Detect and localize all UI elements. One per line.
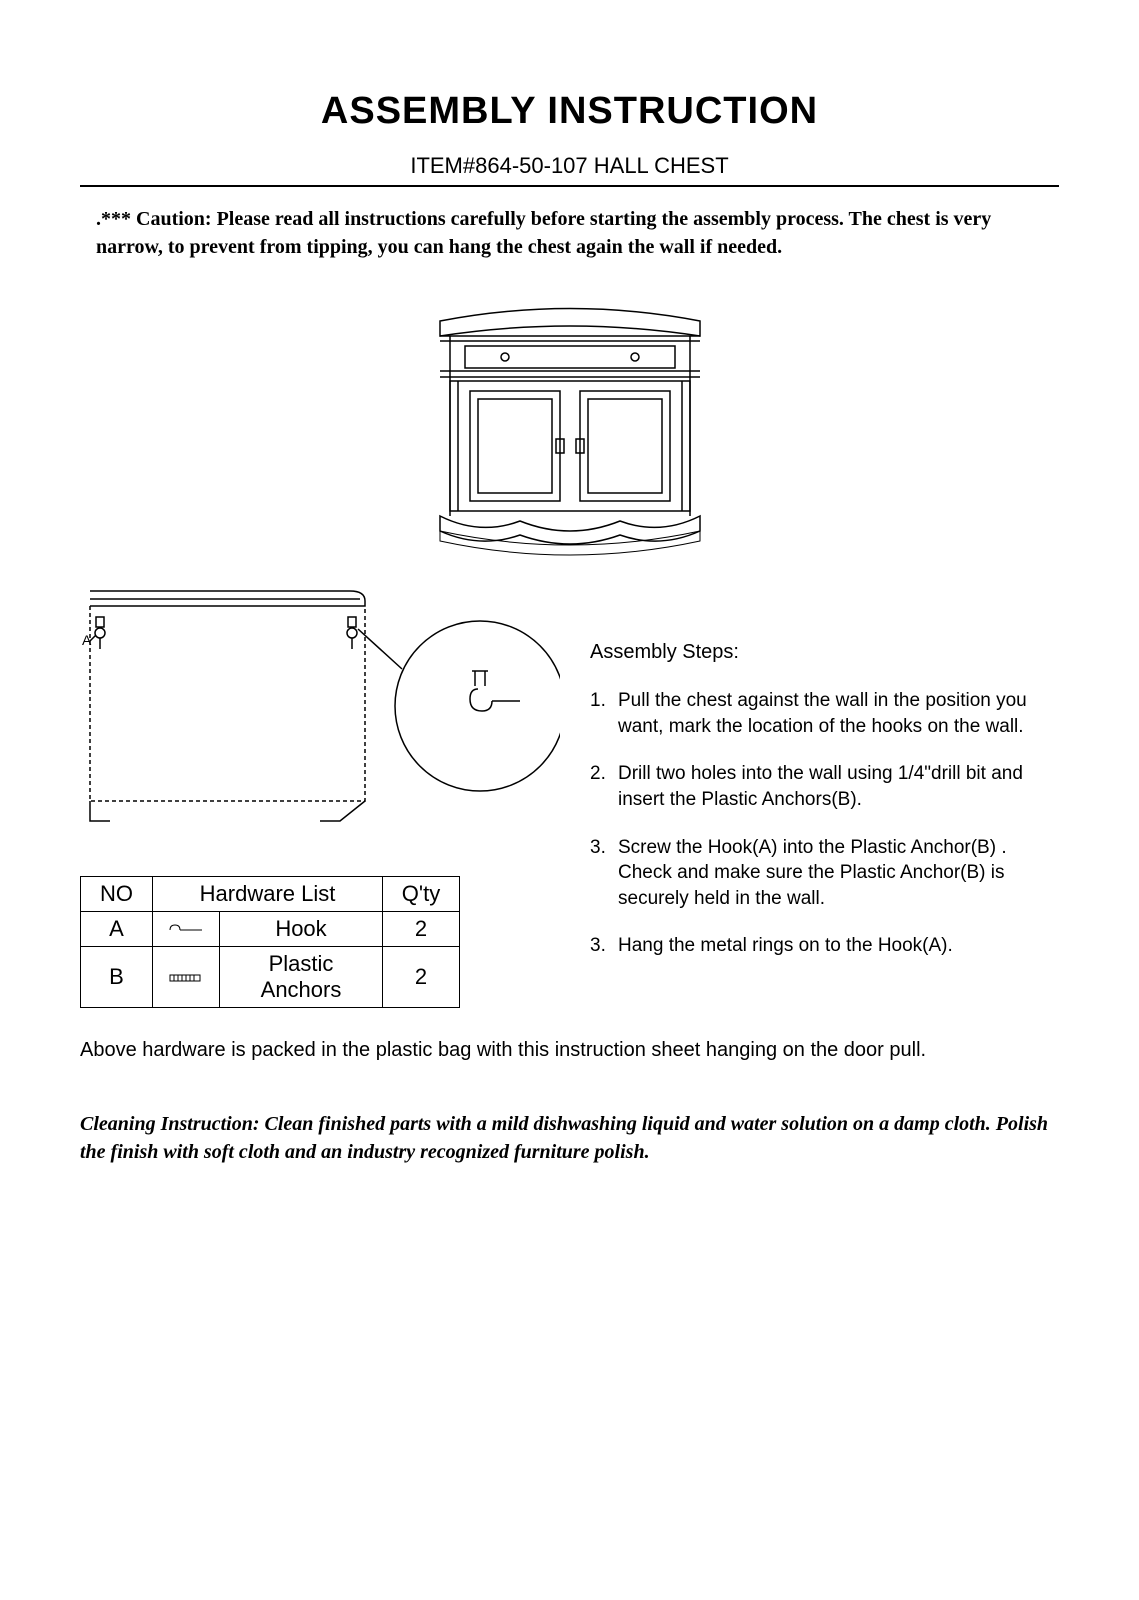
cell-name: Hook [220, 912, 383, 947]
col-no: NO [81, 877, 153, 912]
caution-text: .*** Caution: Please read all instructio… [96, 205, 1043, 261]
hardware-table: NO Hardware List Q'ty A Hook 2 B [80, 876, 460, 1008]
cell-no: A [81, 912, 153, 947]
chest-front-icon [420, 291, 720, 561]
col-list: Hardware List [153, 877, 383, 912]
item-subtitle: ITEM#864-50-107 HALL CHEST [80, 153, 1059, 179]
step-item: 3. Screw the Hook(A) into the Plastic An… [590, 835, 1059, 912]
step-text: Drill two holes into the wall using 1/4"… [618, 761, 1059, 812]
divider [80, 185, 1059, 187]
step-number: 3. [590, 835, 618, 912]
step-text: Screw the Hook(A) into the Plastic Ancho… [618, 835, 1059, 912]
hook-icon [153, 912, 220, 947]
cell-name: Plastic Anchors [220, 947, 383, 1008]
step-number: 2. [590, 761, 618, 812]
step-item: 2. Drill two holes into the wall using 1… [590, 761, 1059, 812]
steps-heading: Assembly Steps: [590, 641, 1059, 664]
step-text: Hang the metal rings on to the Hook(A). [618, 933, 953, 959]
step-text: Pull the chest against the wall in the p… [618, 688, 1059, 739]
anchor-icon [153, 947, 220, 1008]
cell-no: B [81, 947, 153, 1008]
table-row: B Plastic Anchors 2 [81, 947, 460, 1008]
step-number: 3. [590, 933, 618, 959]
table-header-row: NO Hardware List Q'ty [81, 877, 460, 912]
right-column: Assembly Steps: 1. Pull the chest agains… [560, 571, 1059, 981]
cell-qty: 2 [383, 912, 460, 947]
left-column: A NO Hardware List [80, 571, 560, 1008]
cell-qty: 2 [383, 947, 460, 1008]
front-diagram [80, 291, 1059, 561]
steps-list: 1. Pull the chest against the wall in th… [590, 688, 1059, 959]
col-qty: Q'ty [383, 877, 460, 912]
mid-row: A NO Hardware List [80, 571, 1059, 1008]
step-item: 1. Pull the chest against the wall in th… [590, 688, 1059, 739]
step-item: 3. Hang the metal rings on to the Hook(A… [590, 933, 1059, 959]
packing-note: Above hardware is packed in the plastic … [80, 1036, 1059, 1064]
document-title: ASSEMBLY INSTRUCTION [80, 90, 1059, 133]
cleaning-instruction: Cleaning Instruction: Clean finished par… [80, 1110, 1059, 1166]
step-number: 1. [590, 688, 618, 739]
table-row: A Hook 2 [81, 912, 460, 947]
page-container: ASSEMBLY INSTRUCTION ITEM#864-50-107 HAL… [0, 0, 1139, 1600]
rear-diagram-icon: A [80, 571, 560, 831]
